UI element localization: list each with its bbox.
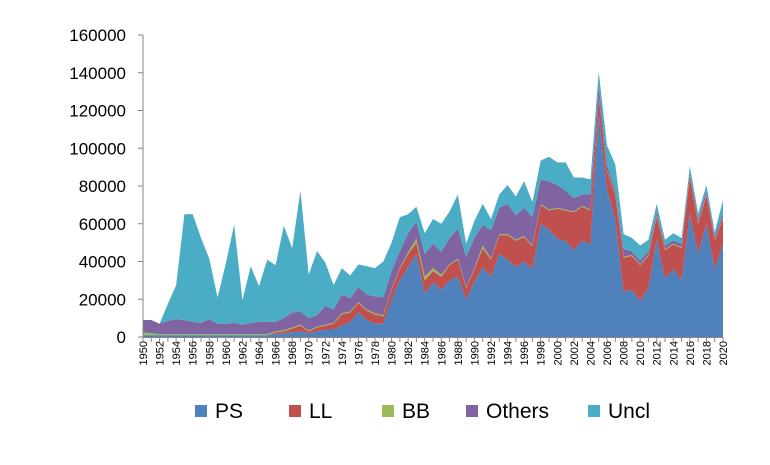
x-tick-label: 2008 xyxy=(619,341,631,365)
y-axis-tick-labels: 0 20000 40000 60000 80000 100000 120000 140000 1… xyxy=(69,26,126,347)
legend-label-others: Others xyxy=(486,400,549,423)
x-tick-label: 2016 xyxy=(685,341,697,365)
x-tick-label: 1980 xyxy=(387,341,399,365)
legend: PS LL BB Others Uncl xyxy=(195,400,650,423)
area-series-uncl xyxy=(143,71,723,325)
x-tick-label: 1986 xyxy=(436,341,448,365)
legend-label-uncl: Uncl xyxy=(608,400,650,423)
area-series-ps xyxy=(143,114,723,338)
x-tick-label: 1984 xyxy=(420,341,432,365)
x-tick-label: 2010 xyxy=(635,341,647,365)
x-tick-label: 1956 xyxy=(188,341,200,365)
series-areas xyxy=(143,71,723,338)
x-tick-label: 1954 xyxy=(171,341,183,365)
legend-label-ll: LL xyxy=(309,400,332,423)
x-tick-label: 1972 xyxy=(320,341,332,365)
x-tick-label: 1968 xyxy=(287,341,299,365)
x-tick-label: 1992 xyxy=(486,341,498,365)
x-tick-label: 1988 xyxy=(453,341,465,365)
x-tick-label: 1960 xyxy=(221,341,233,365)
legend-swatch-others xyxy=(466,405,478,417)
x-tick-label: 2000 xyxy=(552,341,564,365)
x-tick-label: 2006 xyxy=(602,341,614,365)
x-tick-label: 1998 xyxy=(536,341,548,365)
y-tick-label: 100000 xyxy=(69,139,126,158)
x-tick-label: 1982 xyxy=(403,341,415,365)
x-tick-label: 1962 xyxy=(237,341,249,365)
legend-swatch-uncl xyxy=(588,405,600,417)
x-tick-label: 1952 xyxy=(155,341,167,365)
x-tick-label: 2020 xyxy=(718,341,730,365)
x-tick-label: 1996 xyxy=(519,341,531,365)
x-tick-label: 2018 xyxy=(701,341,713,365)
y-tick-label: 60000 xyxy=(79,215,126,234)
x-tick-label: 2004 xyxy=(585,341,597,365)
x-tick-label: 1964 xyxy=(254,341,266,365)
x-tick-label: 1976 xyxy=(353,341,365,365)
axes xyxy=(138,34,724,342)
legend-label-bb: BB xyxy=(402,400,430,423)
x-axis-tick-labels: 1950 1952 1954 1956 1958 1960 1962 1964 1966 1968… xyxy=(138,341,730,365)
y-tick-label: 40000 xyxy=(79,253,126,272)
x-tick-label: 1994 xyxy=(503,341,515,365)
x-tick-label: 1950 xyxy=(138,341,150,365)
y-tick-label: 120000 xyxy=(69,102,126,121)
y-tick-label: 160000 xyxy=(69,26,126,45)
x-tick-label: 1978 xyxy=(370,341,382,365)
legend-swatch-ll xyxy=(289,405,301,417)
x-tick-label: 1990 xyxy=(469,341,481,365)
x-tick-label: 2002 xyxy=(569,341,581,365)
legend-label-ps: PS xyxy=(215,400,243,423)
legend-swatch-bb xyxy=(382,405,394,417)
x-tick-label: 1958 xyxy=(204,341,216,365)
y-tick-label: 0 xyxy=(117,328,126,347)
x-tick-label: 1966 xyxy=(271,341,283,365)
y-tick-label: 20000 xyxy=(79,290,126,309)
x-tick-label: 1974 xyxy=(337,341,349,365)
x-tick-label: 2014 xyxy=(668,341,680,365)
x-tick-label: 1970 xyxy=(304,341,316,365)
y-tick-label: 140000 xyxy=(69,64,126,83)
x-tick-label: 2012 xyxy=(652,341,664,365)
legend-swatch-ps xyxy=(195,405,207,417)
y-tick-label: 80000 xyxy=(79,177,126,196)
